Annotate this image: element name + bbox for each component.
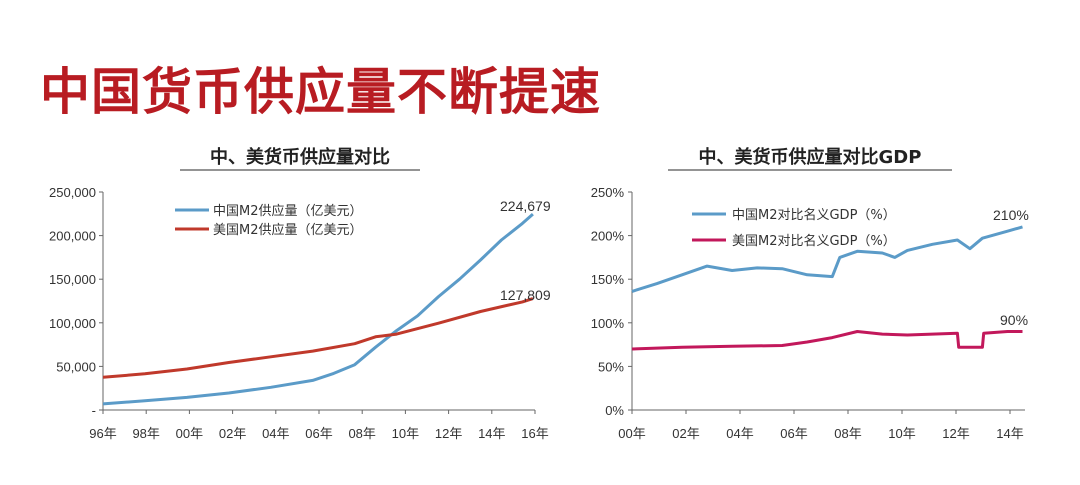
x-tick-label: 00年 <box>618 426 645 441</box>
y-tick-label: 150,000 <box>49 272 96 287</box>
legend-label: 中国M2对比名义GDP（%） <box>732 207 896 223</box>
chart-m2-vs-gdp: 中、美货币供应量对比GDP 0% 50% 100% 150% 200% 250% 00年 02年… <box>591 146 1029 441</box>
x-tick-label: 96年 <box>89 426 116 441</box>
y-tick-label: 200,000 <box>49 229 96 244</box>
x-tick-label: 14年 <box>478 426 505 441</box>
x-tick-label: 14年 <box>996 426 1023 441</box>
chart-title: 中、美货币供应量对比 <box>210 146 390 168</box>
x-tick-label: 08年 <box>834 426 861 441</box>
legend-label: 中国M2供应量（亿美元） <box>213 203 363 219</box>
legend-label: 美国M2供应量（亿美元） <box>213 222 363 238</box>
x-tick-label: 04年 <box>262 426 289 441</box>
series-line-usa <box>631 330 1023 351</box>
y-tick-label: 250,000 <box>49 185 96 200</box>
chart-title: 中、美货币供应量对比GDP <box>699 146 922 168</box>
x-tick-label: 06年 <box>780 426 807 441</box>
y-tick-label: 150% <box>591 272 625 287</box>
x-tick-label: 10年 <box>392 426 419 441</box>
x-tick-label: 02年 <box>219 426 246 441</box>
x-tick-label: 12年 <box>942 426 969 441</box>
data-label: 127,809 <box>500 287 551 303</box>
data-label: 224,679 <box>500 198 551 214</box>
series-line-china <box>631 225 1023 293</box>
y-tick-label: 200% <box>591 229 625 244</box>
legend-label: 美国M2对比名义GDP（%） <box>732 233 896 249</box>
series-line-china <box>102 212 534 406</box>
x-tick-label: 10年 <box>888 426 915 441</box>
page-title: 中国货币供应量不断提速 <box>40 63 601 121</box>
x-tick-label: 06年 <box>305 426 332 441</box>
x-tick-label: 04年 <box>726 426 753 441</box>
y-tick-label: 100,000 <box>49 316 96 331</box>
y-tick-label: 100% <box>591 316 625 331</box>
x-tick-label: 16年 <box>521 426 548 441</box>
data-label: 210% <box>993 207 1029 223</box>
y-tick-label: 50,000 <box>56 359 96 374</box>
y-tick-label: 50% <box>598 359 624 374</box>
chart-money-supply: 中、美货币供应量对比 - 50,000 100,000 150,000 200,000 25… <box>49 146 551 441</box>
x-tick-label: 12年 <box>435 426 462 441</box>
y-tick-label: 250% <box>591 185 625 200</box>
data-label: 90% <box>1000 312 1028 328</box>
x-tick-label: 00年 <box>176 426 203 441</box>
x-tick-label: 02年 <box>672 426 699 441</box>
series-line-usa <box>102 297 534 379</box>
x-tick-label: 98年 <box>132 426 159 441</box>
x-tick-label: 08年 <box>348 426 375 441</box>
y-tick-label: - <box>92 403 96 418</box>
y-tick-label: 0% <box>605 403 624 418</box>
